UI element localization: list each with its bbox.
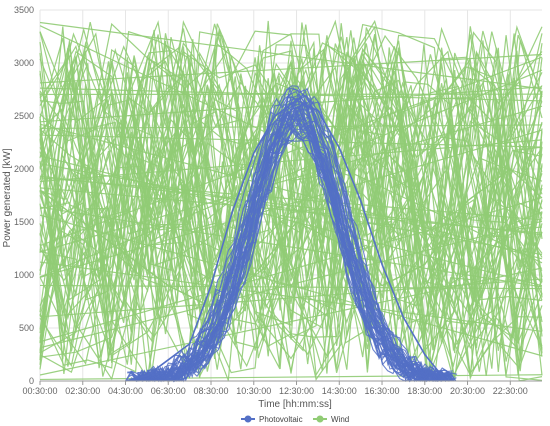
- y-tick-label: 0: [29, 376, 34, 386]
- wind-texture-line: [39, 163, 543, 256]
- x-tick-label: 10:30:00: [236, 386, 271, 396]
- x-axis-title: Time [hh:mm:ss]: [258, 399, 332, 410]
- y-tick-label: 2500: [14, 111, 34, 121]
- legend-item-wind[interactable]: Wind: [313, 415, 349, 424]
- photovoltaic-texture-line: [128, 93, 455, 383]
- wind-texture-line: [39, 45, 543, 381]
- x-tick-label: 04:30:00: [108, 386, 143, 396]
- x-tick-label: 22:30:00: [493, 386, 528, 396]
- x-tick-label: 18:30:00: [407, 386, 442, 396]
- wind-series: [39, 19, 543, 382]
- wind-texture-line: [39, 155, 543, 287]
- wind-texture-line: [39, 47, 543, 381]
- wind-texture-line: [39, 139, 543, 183]
- x-tick-label: 14:30:00: [322, 386, 357, 396]
- legend: Photovoltaic Wind: [241, 415, 349, 424]
- photovoltaic-series: [125, 85, 458, 383]
- wind-texture-line: [39, 69, 543, 278]
- wind-texture-line: [39, 177, 543, 221]
- wind-texture-line: [39, 175, 543, 236]
- x-tick-label: 20:30:00: [450, 386, 485, 396]
- wind-texture-line: [39, 21, 543, 90]
- y-tick-label: 3500: [14, 5, 34, 15]
- wind-texture-line: [39, 220, 543, 349]
- photovoltaic-texture-line: [130, 103, 453, 382]
- photovoltaic-texture-line: [140, 114, 451, 383]
- wind-texture-line: [39, 38, 543, 352]
- x-tick-label: 00:30:00: [22, 386, 57, 396]
- legend-item-photovoltaic[interactable]: Photovoltaic: [241, 415, 303, 424]
- wind-texture-line: [39, 374, 543, 381]
- legend-marker-wind: [316, 415, 324, 423]
- x-tick-label: 12:30:00: [279, 386, 314, 396]
- y-tick-label: 500: [19, 323, 34, 333]
- wind-texture-line: [39, 33, 543, 353]
- wind-texture-line: [39, 20, 543, 381]
- wind-texture-line: [39, 261, 543, 333]
- y-tick-label: 1000: [14, 270, 34, 280]
- wind-texture-line: [39, 53, 543, 84]
- legend-label-wind: Wind: [331, 415, 349, 424]
- x-tick-label: 06:30:00: [151, 386, 186, 396]
- axes: 0 500 1000 1500 2000 2500 3000 3500 00:30:00 02:3…: [14, 5, 542, 396]
- wind-texture-line: [39, 49, 543, 365]
- wind-line: [39, 168, 511, 308]
- wind-texture-line: [39, 22, 543, 373]
- wind-texture-line: [39, 206, 543, 288]
- legend-label-photovoltaic: Photovoltaic: [259, 415, 303, 424]
- wind-texture-line: [39, 214, 543, 357]
- x-tick-label: 16:30:00: [365, 386, 400, 396]
- wind-texture-line: [39, 105, 543, 253]
- wind-texture-line: [39, 197, 543, 343]
- photovoltaic-texture-line: [145, 108, 457, 382]
- wind-texture-line: [39, 35, 543, 381]
- wind-texture-line: [39, 40, 543, 354]
- x-tick-label: 08:30:00: [193, 386, 228, 396]
- y-tick-label: 2000: [14, 164, 34, 174]
- wind-texture-line: [39, 51, 543, 358]
- y-tick-label: 3000: [14, 58, 34, 68]
- photovoltaic-line: [125, 99, 447, 382]
- wind-texture-line: [39, 56, 543, 247]
- wind-texture-line: [39, 123, 543, 260]
- wind-texture-line: [39, 284, 543, 290]
- y-axis-title: Power generated [kW]: [2, 148, 13, 247]
- legend-marker-photovoltaic: [244, 415, 252, 423]
- wind-texture-line: [39, 40, 543, 354]
- wind-texture-line: [39, 278, 543, 318]
- wind-texture-line: [39, 25, 543, 264]
- y-tick-label: 1500: [14, 217, 34, 227]
- x-tick-label: 02:30:00: [65, 386, 100, 396]
